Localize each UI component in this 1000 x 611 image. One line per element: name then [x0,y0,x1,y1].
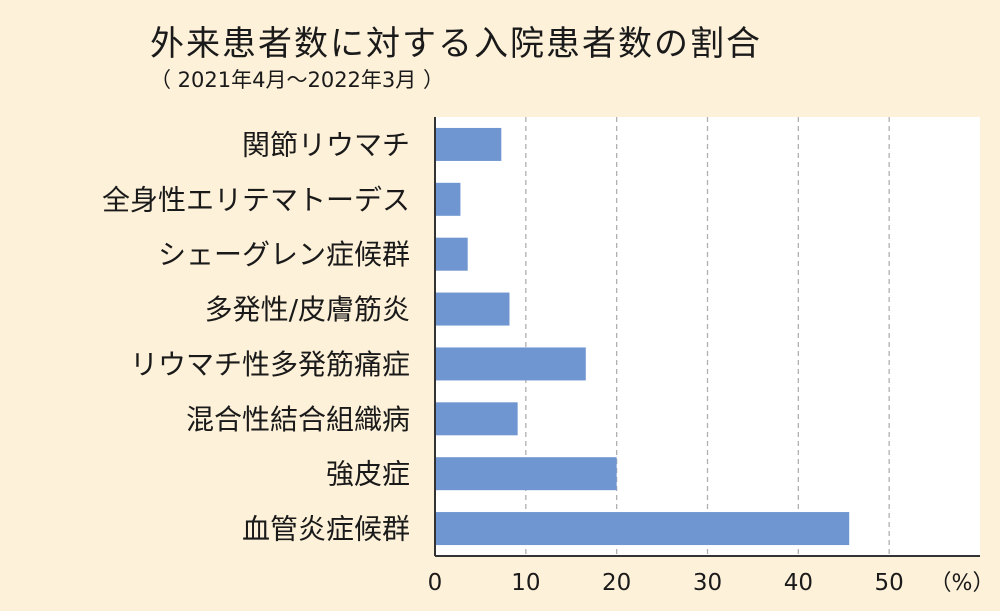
chart-subtitle: （ 2021年4月～2022年3月 ） [150,68,444,92]
bar-5 [435,347,586,381]
x-tick-label: 10 [511,570,540,596]
bar-7 [435,457,617,491]
bar-2 [435,182,461,216]
x-tick-label: 30 [693,570,722,596]
x-tick-label: 20 [602,570,631,596]
bar-8 [435,512,850,546]
category-label: リウマチ性多発筋痛症 [130,348,410,381]
category-label: 強皮症 [326,458,410,491]
x-unit-label: （%） [930,571,995,596]
category-label: 混合性結合組織病 [186,403,410,436]
bar-1 [435,127,502,161]
category-label: 多発性/皮膚筋炎 [205,293,410,326]
category-label: 血管炎症候群 [242,513,410,546]
category-label: 全身性エリテマトーデス [102,183,410,216]
bar-3 [435,237,468,271]
x-tick-label: 50 [875,570,904,596]
x-tick-label: 40 [784,570,813,596]
bar-6 [435,402,518,436]
bar-4 [435,292,510,326]
chart-title: 外来患者数に対する入院患者数の割合 [150,24,762,64]
category-label: シェーグレン症候群 [158,238,410,271]
x-tick-label: 0 [428,570,443,596]
category-label: 関節リウマチ [242,128,410,161]
